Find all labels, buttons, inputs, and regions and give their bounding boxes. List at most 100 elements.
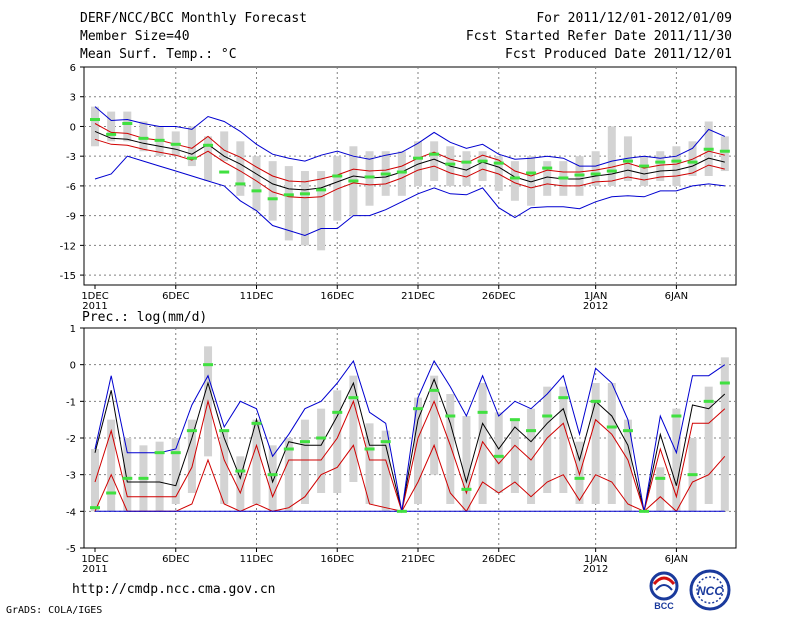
temp-xtick-label: 1JAN	[584, 291, 607, 302]
prec-spread-box	[171, 438, 180, 504]
temp-ytick-label: 3	[70, 93, 76, 104]
prec-spread-box	[430, 375, 439, 475]
prec-spread-box	[365, 423, 374, 504]
temp-series-2	[94, 138, 725, 199]
prec-spread-box	[333, 390, 342, 493]
temp-spread-box	[300, 171, 309, 246]
prec-median-mark	[703, 399, 714, 403]
temp-median-mark	[186, 156, 197, 160]
precipitation-title: Prec.: log(mm/d)	[82, 310, 208, 325]
member-size: Member Size=40	[80, 29, 190, 44]
prec-spread-box	[462, 416, 471, 512]
temp-spread-box	[543, 161, 552, 196]
prec-ytick-label: -5	[66, 544, 76, 555]
prec-median-mark	[219, 429, 230, 433]
temp-median-mark	[509, 176, 520, 180]
prec-spread-box	[317, 408, 326, 493]
prec-spread-box	[559, 386, 568, 493]
temp-median-mark	[235, 182, 246, 186]
prec-median-mark	[380, 440, 391, 444]
temp-spread-box	[252, 156, 261, 211]
temp-spread-box	[220, 131, 229, 162]
prec-spread-box	[414, 397, 422, 504]
temp-median-mark	[574, 173, 585, 177]
prec-series-0	[94, 377, 726, 512]
prec-spread-box	[720, 357, 729, 512]
temp-median-mark	[380, 172, 391, 176]
prec-series-2	[94, 443, 726, 513]
prec-median-mark	[574, 476, 585, 480]
prec-median-mark	[445, 414, 456, 418]
prec-spread-box	[656, 467, 665, 512]
prec-median-mark	[332, 410, 343, 414]
prec-median-mark	[316, 436, 327, 440]
prec-median-mark	[170, 451, 181, 455]
prec-xtick-label: 6JAN	[665, 554, 688, 565]
prec-median-mark	[687, 473, 698, 477]
temp-median-mark	[590, 172, 601, 176]
temp-spread-box	[107, 111, 116, 142]
temp-median-mark	[90, 118, 100, 122]
prec-spread-box	[510, 419, 519, 493]
prec-median-mark	[203, 363, 214, 367]
temp-median-mark	[332, 174, 343, 178]
temp-median-mark	[364, 175, 375, 179]
forecast-started: Fcst Started Refer Date 2011/11/30	[465, 29, 732, 44]
temp-xtick-label: 26DEC	[482, 291, 516, 302]
temp-median-mark	[348, 179, 359, 183]
prec-median-mark	[364, 447, 375, 451]
temp-median-mark	[493, 161, 504, 165]
temp-median-mark	[429, 152, 440, 156]
temp-spread-box	[462, 151, 471, 186]
temp-spread-box	[656, 151, 665, 181]
bcc-logo-text: BCC	[654, 601, 674, 611]
temp-xtick-label: 6JAN	[665, 291, 688, 302]
temp-spread-box	[187, 126, 196, 167]
prec-median-mark	[138, 476, 149, 480]
prec-median-mark	[396, 509, 407, 513]
temp-spread-box	[317, 171, 326, 251]
temp-median-mark	[606, 169, 617, 173]
prec-xtick-label: 26DEC	[482, 554, 516, 565]
prec-xtick-label: 21DEC	[401, 554, 435, 565]
forecast-produced: Fcst Produced Date 2011/12/01	[505, 47, 732, 62]
temp-xtick-label: 16DEC	[320, 291, 354, 302]
prec-median-mark	[671, 414, 682, 418]
prec-spread-box	[591, 383, 600, 504]
prec-median-mark	[251, 421, 262, 425]
prec-median-mark	[477, 410, 488, 414]
temp-spread-box	[430, 141, 439, 181]
prec-xtick-label: 1JAN	[584, 554, 607, 565]
prec-spread-box	[155, 441, 164, 512]
temp-median-mark	[154, 138, 165, 142]
prec-spread-box	[543, 386, 552, 493]
prec-spread-box	[672, 408, 681, 512]
prec-spread-box	[478, 383, 487, 504]
temp-median-mark	[219, 170, 230, 174]
temp-median-mark	[703, 147, 714, 151]
temp-spread-box	[607, 126, 616, 186]
prec-spread-box	[494, 412, 503, 493]
temp-spread-box	[640, 156, 649, 186]
temp-ytick-label: -6	[66, 182, 76, 193]
prec-median-mark	[639, 509, 650, 513]
prec-spread-box	[300, 419, 309, 504]
temp-median-mark	[122, 121, 133, 125]
temp-spread-box	[268, 161, 277, 221]
prec-spread-box	[349, 375, 358, 482]
temp-median-mark	[655, 160, 666, 164]
prec-median-mark	[590, 399, 601, 403]
prec-spread-box	[187, 419, 196, 493]
source-url[interactable]: http://cmdp.ncc.cma.gov.cn	[72, 582, 276, 597]
prec-median-mark	[267, 473, 278, 477]
temp-median-mark	[283, 193, 294, 197]
prec-median-mark	[461, 487, 472, 491]
temp-median-mark	[445, 162, 456, 166]
prec-series-1	[94, 399, 726, 514]
forecast-period: For 2011/12/01-2012/01/09	[536, 11, 732, 26]
prec-xtick-label: 11DEC	[240, 554, 274, 565]
ncc-logo-text: NCC	[697, 584, 723, 598]
temp-ytick-label: -15	[60, 271, 76, 282]
temp-spread-box	[527, 156, 536, 206]
